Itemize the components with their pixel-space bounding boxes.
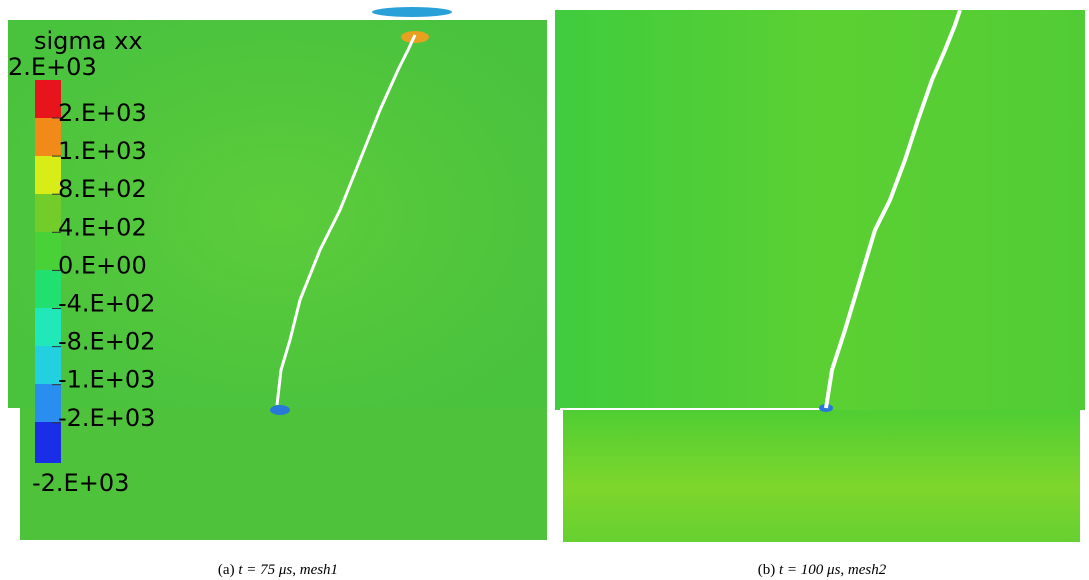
colorbar-min: -2.E+03 xyxy=(32,469,129,497)
caption-mesh: mesh1 xyxy=(300,562,338,578)
crack xyxy=(824,9,962,409)
colorbar-label: -8.E+02 xyxy=(58,328,155,356)
caption-b: (b) t = 100 μs, mesh2 xyxy=(758,562,887,578)
top-stress xyxy=(372,7,452,17)
colorbar-label: -4.E+02 xyxy=(58,290,155,318)
colorbar-labels: 2.E+03 1.E+03 8.E+02 4.E+02 0.E+00 -4.E+02 -8.… xyxy=(52,99,155,432)
upper-block xyxy=(555,10,1085,410)
caption-time: t = 100 μs xyxy=(779,562,841,578)
panel-b xyxy=(555,9,1085,542)
lower-block xyxy=(563,405,1080,542)
crack-base-stress xyxy=(270,405,290,415)
caption-tag: (b) xyxy=(758,562,776,578)
caption-mesh: mesh2 xyxy=(848,562,887,578)
crack xyxy=(275,34,417,406)
colorbar-label: -1.E+03 xyxy=(58,366,155,394)
lower-block xyxy=(20,400,547,540)
colorbar-label: 8.E+02 xyxy=(58,175,147,203)
colorbar-max: 2.E+03 xyxy=(8,53,97,81)
colorbar-label: 0.E+00 xyxy=(58,251,147,279)
colorbar-label: -2.E+03 xyxy=(58,404,155,432)
caption-tag: (a) xyxy=(218,562,235,578)
caption-time: t = 75 μs xyxy=(238,562,292,578)
upper-block xyxy=(8,20,547,408)
colorbar-label: 1.E+03 xyxy=(58,137,147,165)
colorbar-label: 2.E+03 xyxy=(58,99,147,127)
colorbar xyxy=(35,80,61,463)
caption-a: (a) t = 75 μs, mesh1 xyxy=(218,562,338,578)
panel-a: sigma xx 2.E+03 2.E+03 1.E+03 8.E+02 4.E+02… xyxy=(8,7,547,540)
colorbar-label: 4.E+02 xyxy=(58,213,147,241)
colorbar-title: sigma xx xyxy=(34,27,143,55)
